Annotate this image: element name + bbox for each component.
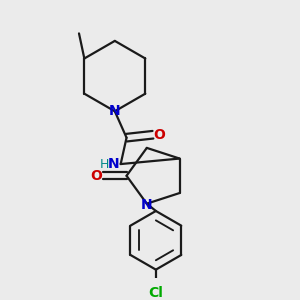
Text: O: O — [153, 128, 165, 142]
Text: O: O — [90, 169, 102, 183]
Text: N: N — [141, 198, 153, 212]
Text: H: H — [100, 158, 109, 171]
Text: N: N — [107, 157, 119, 171]
Text: Cl: Cl — [148, 286, 163, 299]
Text: N: N — [109, 104, 121, 118]
